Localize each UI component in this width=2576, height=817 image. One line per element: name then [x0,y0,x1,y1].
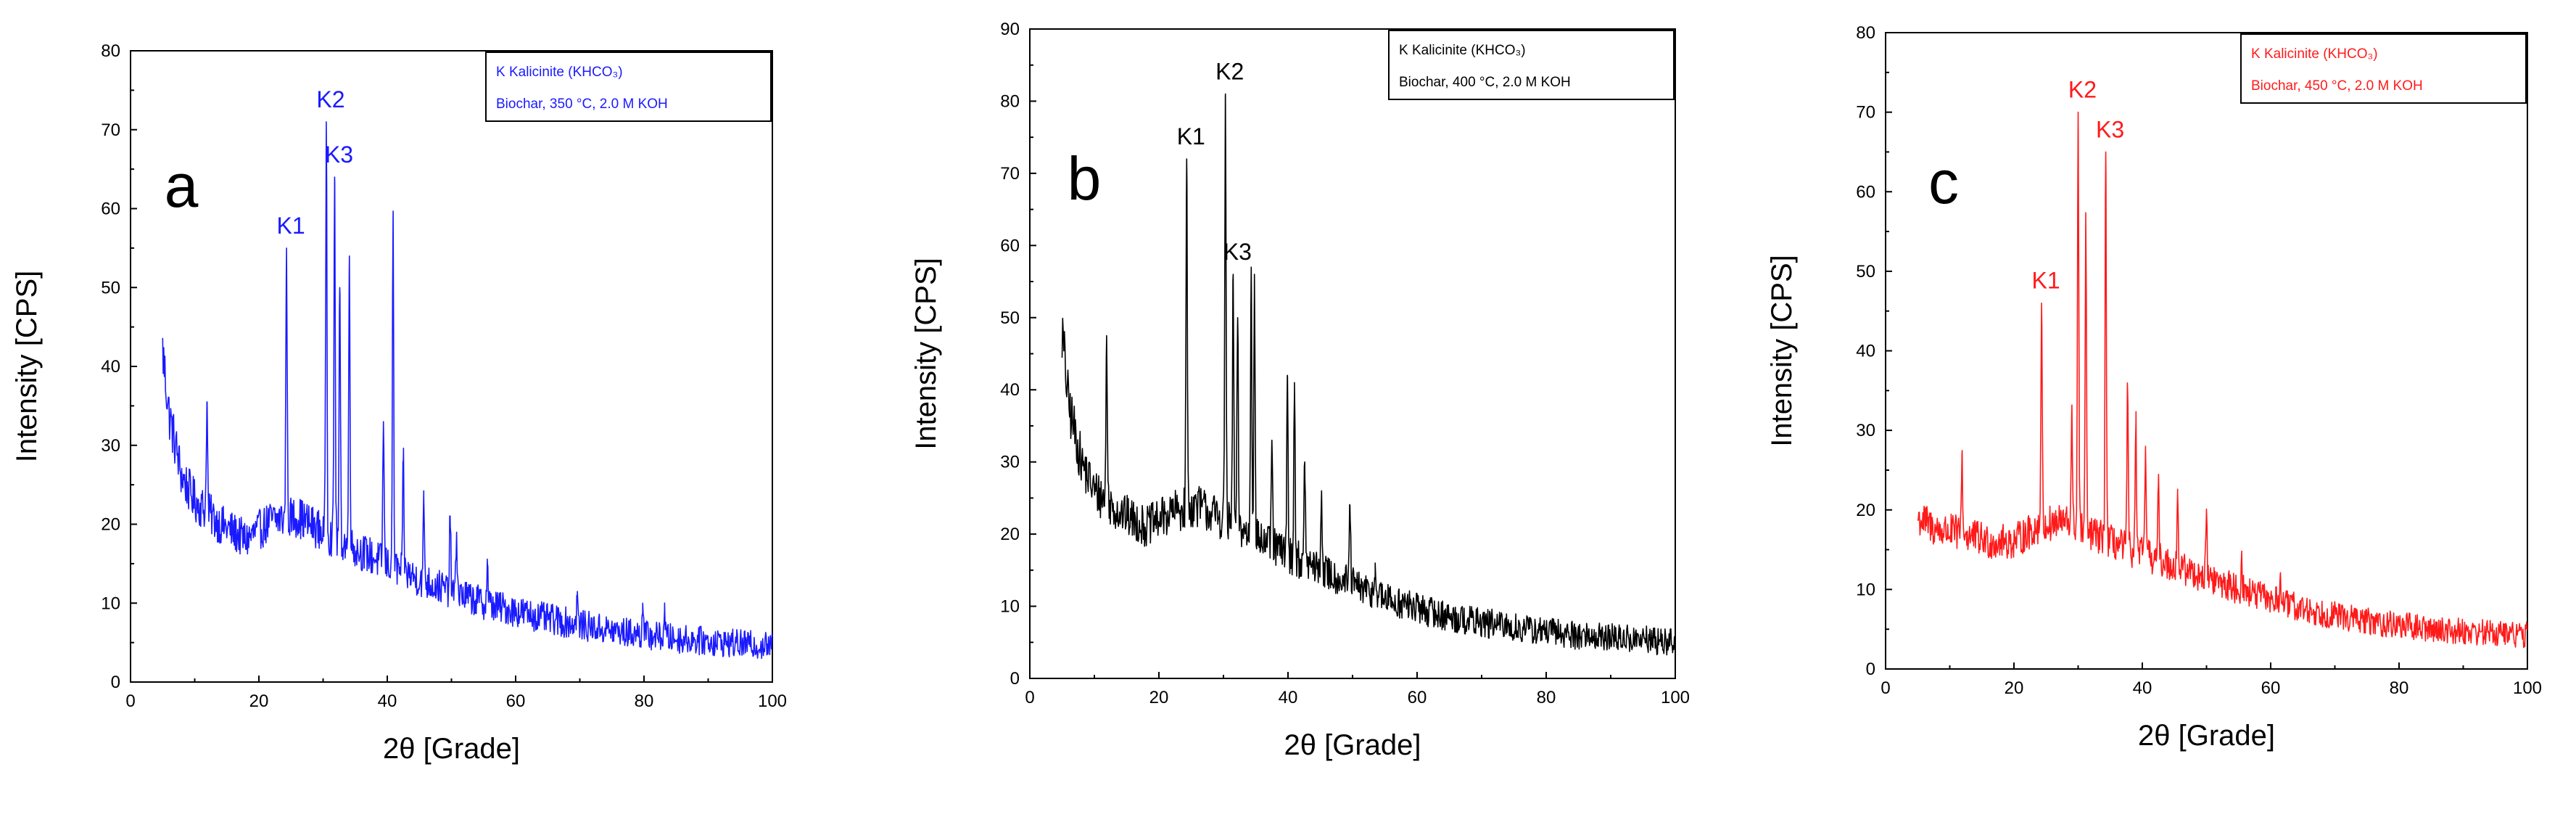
y-tick-label: 30 [1856,421,1875,440]
peak-label-k2: K2 [2068,77,2097,103]
x-tick-label: 0 [1881,678,1890,698]
xrd-panel-c: 0 20 40 60 80 100 0 10 20 30 40 50 60 70 80 2θ [Grade] I… [1741,0,2576,817]
y-tick-label: 70 [1000,164,1020,184]
y-tick-label: 50 [1000,308,1020,328]
y-tick-label: 90 [1000,20,1020,39]
legend-box [2240,33,2527,104]
xrd-pattern-line [162,121,773,660]
x-tick-label: 60 [1408,688,1427,707]
peak-label-k1: K1 [1177,123,1205,149]
y-tick-label: 80 [1000,91,1020,111]
legend-entry: K Kalicinite (KHCO₃) [496,65,623,80]
x-tick-label: 40 [378,691,397,711]
x-tick-label: 100 [758,691,787,711]
x-tick-label: 80 [2390,678,2409,698]
y-tick-label: 50 [1856,262,1875,282]
legend-box [1388,30,1675,100]
plot-frame [1885,32,2528,670]
x-tick-label: 20 [2005,678,2024,698]
y-tick-label: 20 [1000,525,1020,544]
x-axis-title: 2θ [Grade] [383,733,520,765]
panel-letter: a [165,152,199,220]
x-tick-label: 40 [1279,688,1298,707]
peak-label-k1: K1 [276,213,305,239]
y-tick-label: 30 [1000,453,1020,472]
xrd-chart-c: 0 20 40 60 80 100 0 10 20 30 40 50 60 70 80 2θ [Grade] I… [1766,23,2542,752]
x-tick-label: 0 [1025,688,1034,707]
xrd-pattern-line [1061,93,1676,656]
legend-entry: Biochar, 350 °C, 2.0 M KOH [496,97,668,112]
x-tick-label: 20 [249,691,269,711]
x-axis-title: 2θ [Grade] [2138,720,2275,752]
y-tick-label: 0 [1010,669,1020,689]
x-tick-label: 60 [506,691,526,711]
y-tick-label: 70 [1856,103,1875,123]
panel-letter: c [1928,148,1959,216]
x-tick-label: 60 [2261,678,2281,698]
xrd-pattern-line [1917,111,2528,649]
y-tick-label: 80 [1856,23,1875,43]
peak-label-k3: K3 [325,141,353,168]
peak-label-k3: K3 [2096,116,2124,142]
xrd-panel-a: 0 20 40 60 80 100 0 10 20 30 40 50 60 70 80 2θ [Grade] I… [0,0,841,817]
y-tick-label: 30 [101,436,120,456]
x-tick-label: 40 [2133,678,2152,698]
y-tick-label: 10 [1000,597,1020,617]
y-axis-title: Intensity [CPS] [1766,255,1798,447]
y-tick-label: 0 [1866,660,1875,679]
legend-box [485,52,772,122]
xrd-chart-b: 0 20 40 60 80 100 0 10 20 30 40 50 60 70 80 90 2θ [Grade… [910,20,1690,761]
y-tick-label: 70 [101,120,120,140]
y-tick-label: 40 [1856,342,1875,361]
y-tick-label: 20 [1856,501,1875,520]
y-tick-label: 60 [101,200,120,219]
legend-entry: K Kalicinite (KHCO₃) [2251,46,2378,62]
peak-label-k3: K3 [1223,239,1252,265]
legend-entry: K Kalicinite (KHCO₃) [1399,43,1526,58]
y-tick-label: 80 [101,41,120,61]
legend-entry: Biochar, 450 °C, 2.0 M KOH [2251,78,2423,94]
x-tick-label: 20 [1149,688,1169,707]
x-tick-label: 0 [125,691,135,711]
peak-label-k1: K1 [2031,268,2060,294]
y-tick-label: 20 [101,515,120,535]
y-tick-label: 50 [101,278,120,297]
y-tick-label: 40 [101,357,120,377]
y-tick-label: 40 [1000,380,1020,400]
y-axis-title: Intensity [CPS] [910,258,942,450]
legend-entry: Biochar, 400 °C, 2.0 M KOH [1399,75,1571,90]
x-tick-label: 80 [635,691,654,711]
y-tick-label: 60 [1856,182,1875,202]
y-tick-label: 10 [1856,580,1875,599]
xrd-chart-a: 0 20 40 60 80 100 0 10 20 30 40 50 60 70 80 2θ [Grade] I… [11,41,787,765]
x-tick-label: 100 [2513,678,2542,698]
y-tick-label: 60 [1000,236,1020,255]
peak-label-k2: K2 [1215,59,1244,85]
x-tick-label: 100 [1661,688,1690,707]
y-tick-label: 10 [101,594,120,613]
xrd-panel-b: 0 20 40 60 80 100 0 10 20 30 40 50 60 70 80 90 2θ [Grade… [899,0,1712,817]
panel-letter: b [1068,144,1102,213]
y-tick-label: 0 [111,673,120,692]
x-axis-title: 2θ [Grade] [1284,729,1421,761]
peak-label-k2: K2 [316,86,344,112]
x-tick-label: 80 [1537,688,1556,707]
y-axis-title: Intensity [CPS] [11,271,43,463]
